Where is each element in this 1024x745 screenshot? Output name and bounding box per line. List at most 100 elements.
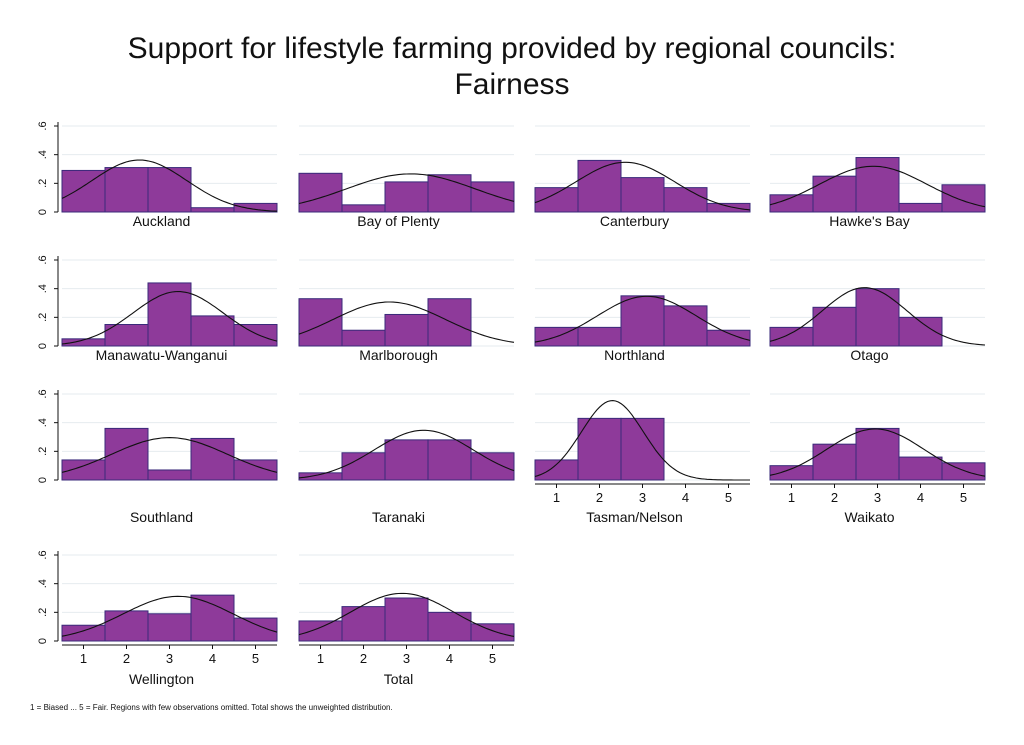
density-curve xyxy=(61,159,278,212)
density-curve xyxy=(769,165,986,208)
bar xyxy=(427,439,472,481)
bar xyxy=(147,469,192,481)
bar xyxy=(812,306,857,347)
bar xyxy=(898,456,943,481)
y-tick-label: .4 xyxy=(37,579,49,588)
panel-label: Auckland xyxy=(133,213,191,229)
bar xyxy=(470,623,515,642)
bar xyxy=(620,295,665,347)
bar xyxy=(104,610,149,642)
bar xyxy=(812,443,857,481)
panel-5: Marlborough xyxy=(298,259,515,363)
bar xyxy=(61,169,106,213)
bar xyxy=(706,202,751,213)
panel-4: 0 .2 .4 .6 Manawatu-Wanganui xyxy=(37,255,278,363)
bar xyxy=(470,452,515,481)
panel-label: Manawatu-Wanganui xyxy=(96,347,228,363)
bar xyxy=(147,167,192,213)
bar xyxy=(341,606,386,642)
bar xyxy=(470,181,515,213)
bar xyxy=(898,202,943,213)
panel-1: Bay of Plenty xyxy=(298,125,515,229)
density-curve xyxy=(769,287,986,346)
bar xyxy=(190,594,235,642)
x-tick-label: 4 xyxy=(446,651,453,666)
bar xyxy=(534,187,579,213)
x-tick-label: 5 xyxy=(252,651,259,666)
bar xyxy=(577,326,622,347)
panel-label: Total xyxy=(384,671,414,687)
x-tick-label: 1 xyxy=(553,490,560,505)
bar xyxy=(855,288,900,347)
y-tick-label: .4 xyxy=(37,150,49,159)
bar xyxy=(147,613,192,642)
y-tick-label: .2 xyxy=(37,608,49,617)
x-tick-label: 5 xyxy=(489,651,496,666)
y-tick-label: .6 xyxy=(37,255,49,264)
chart-title-line-1: Support for lifestyle farming provided b… xyxy=(128,32,897,65)
panel-label: Hawke's Bay xyxy=(829,213,909,229)
bar xyxy=(769,326,814,347)
y-tick-label: .6 xyxy=(37,550,49,559)
panel-2: Canterbury xyxy=(534,125,751,229)
panel-label: Marlborough xyxy=(359,347,438,363)
panel-12: 0 .2 .4 .6 1 2 3 4 5 Wellington xyxy=(37,550,278,687)
density-curve xyxy=(298,429,515,479)
density-curve xyxy=(534,161,751,211)
bar xyxy=(706,329,751,347)
x-tick-label: 1 xyxy=(788,490,795,505)
bar xyxy=(855,157,900,213)
panel-3: Hawke's Bay xyxy=(769,125,986,229)
bar xyxy=(769,465,814,481)
bar xyxy=(534,459,579,481)
y-tick-label: 0 xyxy=(37,343,49,349)
x-tick-label: 2 xyxy=(360,651,367,666)
x-tick-label: 1 xyxy=(317,651,324,666)
y-tick-label: 0 xyxy=(37,638,49,644)
density-curve xyxy=(534,295,751,343)
panel-label: Tasman/Nelson xyxy=(586,509,683,525)
bar xyxy=(61,624,106,642)
y-tick-label: 0 xyxy=(37,209,49,215)
bar xyxy=(104,167,149,213)
y-tick-label: .6 xyxy=(37,121,49,130)
bar xyxy=(941,184,986,213)
x-tick-label: 4 xyxy=(209,651,216,666)
panel-6: Northland xyxy=(534,259,751,363)
bar xyxy=(427,298,472,347)
x-tick-label: 5 xyxy=(725,490,732,505)
y-tick-label: .4 xyxy=(37,418,49,427)
panel-11: 1 2 3 4 5 Waikato xyxy=(769,393,986,525)
bar xyxy=(855,427,900,481)
density-curve xyxy=(61,437,278,473)
panel-0: 0 .2 .4 .6 Auckland xyxy=(37,121,278,229)
bar xyxy=(298,620,343,642)
y-tick-label: .2 xyxy=(37,447,49,456)
panel-7: Otago xyxy=(769,259,986,363)
y-tick-label: .2 xyxy=(37,313,49,322)
bar xyxy=(663,187,708,213)
panel-label: Waikato xyxy=(844,509,894,525)
panel-label: Canterbury xyxy=(600,213,669,229)
panel-label: Bay of Plenty xyxy=(357,213,440,229)
chart-note: 1 = Biased ... 5 = Fair. Regions with fe… xyxy=(30,703,393,712)
x-tick-label: 2 xyxy=(596,490,603,505)
x-tick-label: 3 xyxy=(639,490,646,505)
y-tick-label: .4 xyxy=(37,284,49,293)
bar xyxy=(233,202,278,213)
x-tick-label: 3 xyxy=(874,490,881,505)
bar xyxy=(812,175,857,213)
density-curve xyxy=(61,595,278,637)
bar xyxy=(384,597,429,642)
density-curve xyxy=(298,173,515,205)
bar xyxy=(941,462,986,481)
bar xyxy=(427,174,472,213)
x-tick-label: 4 xyxy=(682,490,689,505)
panel-9: Taranaki xyxy=(298,393,515,525)
density-curve xyxy=(298,592,515,637)
bar xyxy=(384,439,429,481)
density-curve xyxy=(298,301,515,343)
bar xyxy=(620,177,665,213)
panels-group: 0 .2 .4 .6 Auckland Bay of Plenty Canterbury Ha… xyxy=(37,121,986,687)
